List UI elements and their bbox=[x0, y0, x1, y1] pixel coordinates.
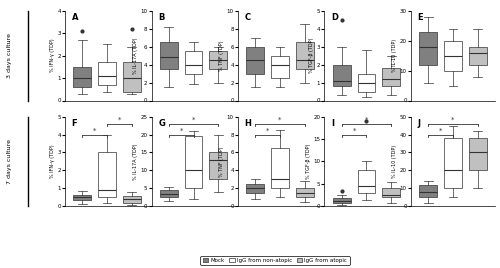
Text: 7 days culture: 7 days culture bbox=[8, 139, 12, 184]
PathPatch shape bbox=[246, 184, 264, 193]
Y-axis label: % IL-17A (TDP): % IL-17A (TDP) bbox=[132, 37, 138, 74]
Text: *: * bbox=[352, 128, 356, 134]
Text: I: I bbox=[331, 119, 334, 128]
PathPatch shape bbox=[382, 68, 400, 86]
PathPatch shape bbox=[246, 47, 264, 74]
PathPatch shape bbox=[184, 136, 202, 188]
PathPatch shape bbox=[271, 56, 289, 78]
PathPatch shape bbox=[74, 67, 91, 87]
PathPatch shape bbox=[160, 190, 178, 197]
Text: *: * bbox=[452, 117, 454, 123]
Legend: Mock, IgG from non-atopic, IgG from atopic: Mock, IgG from non-atopic, IgG from atop… bbox=[200, 256, 350, 265]
Text: *: * bbox=[439, 128, 442, 134]
Text: A: A bbox=[72, 13, 78, 23]
PathPatch shape bbox=[74, 195, 91, 200]
Y-axis label: % TNF (TDP): % TNF (TDP) bbox=[219, 146, 224, 177]
PathPatch shape bbox=[98, 62, 116, 85]
Text: 3 days culture: 3 days culture bbox=[8, 33, 12, 78]
PathPatch shape bbox=[210, 51, 227, 69]
Y-axis label: % TGF-β (TDP): % TGF-β (TDP) bbox=[306, 144, 310, 179]
Text: E: E bbox=[418, 13, 424, 23]
PathPatch shape bbox=[469, 47, 486, 65]
Text: *: * bbox=[180, 128, 183, 134]
Y-axis label: % TGF-β (TDP): % TGF-β (TDP) bbox=[309, 38, 314, 73]
PathPatch shape bbox=[333, 65, 350, 86]
PathPatch shape bbox=[358, 170, 376, 193]
PathPatch shape bbox=[420, 32, 437, 65]
Y-axis label: % TNF (TDP): % TNF (TDP) bbox=[219, 40, 224, 71]
PathPatch shape bbox=[333, 198, 350, 203]
Text: G: G bbox=[158, 119, 165, 128]
PathPatch shape bbox=[444, 138, 462, 188]
PathPatch shape bbox=[296, 42, 314, 69]
Text: *: * bbox=[118, 117, 121, 123]
Text: *: * bbox=[93, 128, 96, 134]
Y-axis label: % IL-10 (TDP): % IL-10 (TDP) bbox=[392, 39, 397, 72]
Text: D: D bbox=[331, 13, 338, 23]
PathPatch shape bbox=[296, 188, 314, 197]
Text: C: C bbox=[244, 13, 251, 23]
Text: *: * bbox=[365, 117, 368, 123]
PathPatch shape bbox=[123, 196, 140, 203]
Y-axis label: % IL-17A (TDP): % IL-17A (TDP) bbox=[132, 143, 138, 180]
PathPatch shape bbox=[98, 152, 116, 197]
PathPatch shape bbox=[444, 41, 462, 70]
Text: H: H bbox=[244, 119, 252, 128]
PathPatch shape bbox=[469, 138, 486, 170]
PathPatch shape bbox=[382, 188, 400, 197]
PathPatch shape bbox=[210, 152, 227, 180]
Y-axis label: % IFN-γ (TDP): % IFN-γ (TDP) bbox=[50, 145, 54, 178]
Text: *: * bbox=[278, 117, 281, 123]
Text: B: B bbox=[158, 13, 164, 23]
Text: *: * bbox=[192, 117, 195, 123]
Text: F: F bbox=[72, 119, 78, 128]
PathPatch shape bbox=[420, 185, 437, 197]
PathPatch shape bbox=[160, 42, 178, 69]
PathPatch shape bbox=[184, 51, 202, 74]
Y-axis label: % IL-10 (TDP): % IL-10 (TDP) bbox=[392, 145, 397, 178]
PathPatch shape bbox=[271, 148, 289, 188]
PathPatch shape bbox=[358, 74, 376, 92]
PathPatch shape bbox=[123, 62, 140, 92]
Text: J: J bbox=[418, 119, 420, 128]
Text: *: * bbox=[266, 128, 270, 134]
Y-axis label: % IFN-γ (TDP): % IFN-γ (TDP) bbox=[50, 39, 54, 72]
